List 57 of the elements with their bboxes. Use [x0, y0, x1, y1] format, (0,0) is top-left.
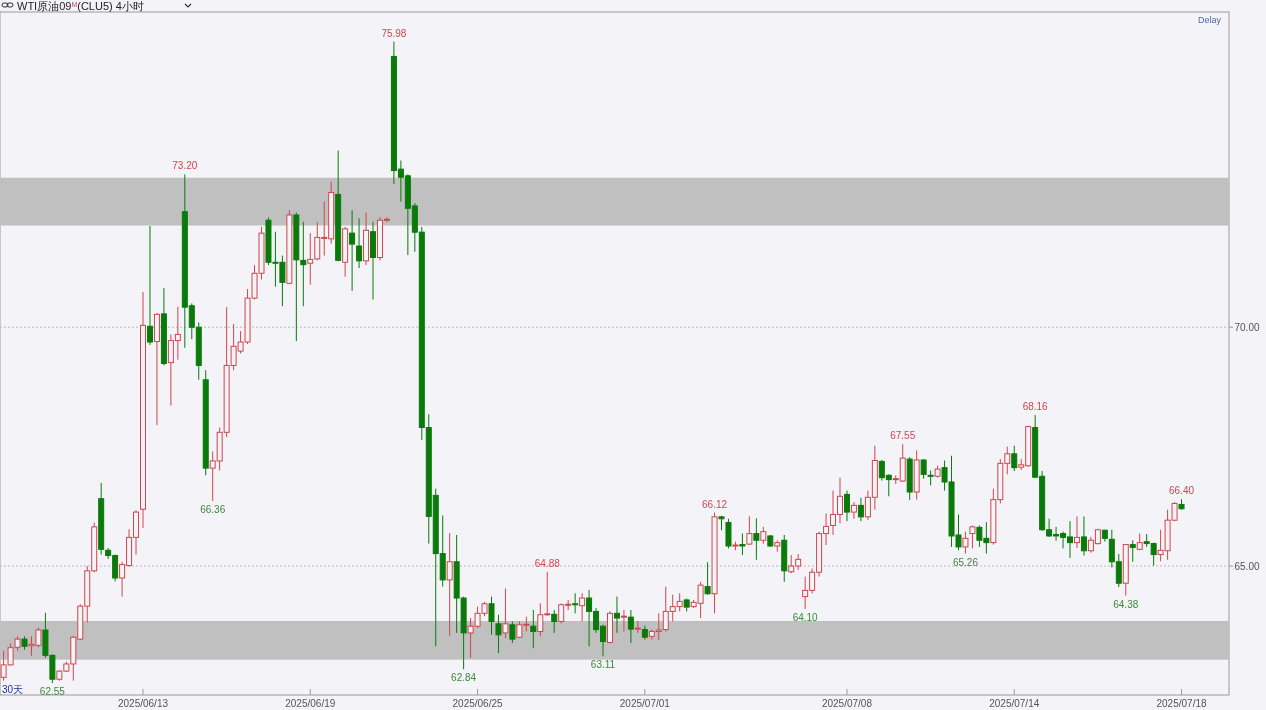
annotation: 66.36	[200, 504, 226, 516]
candlestick	[634, 620, 641, 634]
annotation: 73.20	[172, 160, 198, 172]
candlestick	[725, 518, 732, 549]
annotation: 64.38	[1113, 598, 1139, 610]
candlestick	[962, 531, 969, 555]
candlestick	[627, 609, 634, 644]
text: Delay	[1197, 15, 1222, 25]
candlestick	[1080, 515, 1087, 557]
candlestick	[488, 596, 495, 636]
x-tick-label: 2025/07/14	[989, 698, 1040, 709]
candlestick	[502, 587, 509, 639]
candlestick	[579, 592, 586, 622]
candlestick	[1073, 515, 1080, 549]
annotation: 67.55	[890, 430, 916, 442]
annotation: 63.11	[590, 659, 616, 671]
candlestick	[509, 620, 516, 644]
candlestick	[1011, 445, 1018, 472]
annotation: 64.10	[792, 612, 819, 624]
candlestick	[613, 596, 620, 634]
x-tick-label: 2025/07/08	[821, 698, 873, 709]
candlestick	[746, 515, 753, 546]
annotation: 62.84	[451, 672, 477, 684]
candlestick	[704, 561, 711, 596]
y-tick-label: 65.00	[1234, 560, 1260, 572]
x-tick-label: 2025/06/19	[285, 698, 336, 709]
x-tick-label: 2025/06/13	[117, 698, 169, 709]
candlestick	[495, 614, 502, 654]
candlestick	[146, 225, 153, 346]
annotation: 30天	[2, 684, 24, 695]
x-tick-label: 2025/07/18	[1156, 698, 1207, 709]
x-tick-label: 2025/07/01	[619, 698, 671, 709]
candlestick	[349, 209, 356, 292]
annotation: 65.26	[952, 556, 979, 568]
candlestick	[551, 609, 558, 634]
annotation: 75.98	[381, 27, 407, 39]
candlestick	[1129, 539, 1136, 563]
candlestick	[850, 501, 857, 520]
candlestick	[620, 609, 627, 632]
annotation: 66.40	[1169, 485, 1195, 497]
candlestick	[530, 609, 537, 649]
annotation: 64.88	[534, 557, 561, 569]
annotation: 68.16	[1022, 401, 1049, 413]
candlestick	[356, 217, 363, 269]
candlestick	[969, 524, 976, 549]
candlestick	[920, 458, 927, 480]
candlestick	[446, 532, 453, 637]
candlestick	[572, 592, 579, 614]
annotation: 66.12	[702, 498, 728, 510]
candlestick	[753, 517, 760, 561]
y-tick-label: 70.00	[1234, 321, 1260, 333]
annotation: 62.55	[39, 686, 66, 698]
candlestick	[857, 497, 864, 522]
chart-title: WTI原油09$^{M}$(CLU5) 4小时	[17, 0, 144, 12]
candlestick	[843, 490, 850, 522]
candlestick	[739, 533, 746, 556]
x-tick-label: 2025/06/25	[452, 698, 504, 709]
